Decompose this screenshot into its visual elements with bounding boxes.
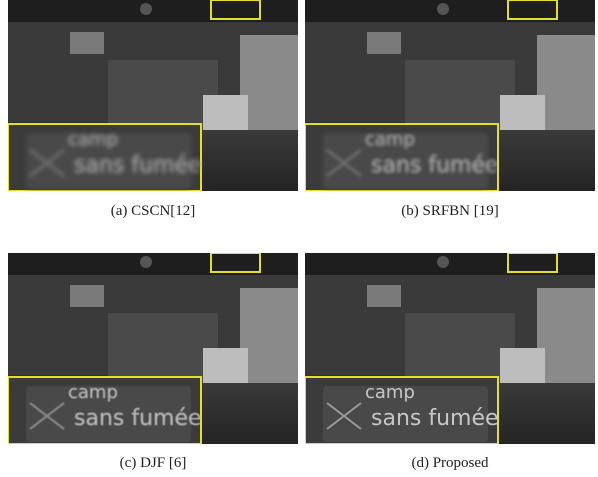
roi-box — [210, 253, 261, 273]
wall-clock — [437, 256, 449, 268]
ceiling — [305, 253, 595, 275]
ceiling — [305, 0, 595, 22]
window — [240, 35, 298, 130]
wall-sign — [70, 32, 104, 54]
ceiling — [8, 253, 298, 275]
inset-text-top: camp — [365, 382, 415, 403]
zoom-inset: camp sans fumée — [305, 123, 499, 191]
inset-text-bottom: sans fumée — [74, 153, 202, 178]
roi-box — [210, 0, 261, 20]
wall-sign — [70, 285, 104, 307]
window — [537, 35, 595, 130]
zoom-inset: camp sans fumée — [8, 376, 202, 444]
panel-d-image: camp sans fumée — [305, 253, 595, 444]
inset-text-top: camp — [68, 129, 118, 150]
window — [537, 288, 595, 383]
zoom-inset: camp sans fumée — [8, 123, 202, 191]
scene-a: camp sans fumée — [8, 0, 298, 191]
scene-c: camp sans fumée — [8, 253, 298, 444]
scene-b: camp sans fumée — [305, 0, 595, 191]
wall-sign — [367, 32, 401, 54]
ceiling — [8, 0, 298, 22]
inset-text-top: camp — [365, 129, 415, 150]
zoom-inset: camp sans fumée — [305, 376, 499, 444]
caption-d: (d) Proposed — [411, 455, 489, 471]
panel-b-image: camp sans fumée — [305, 0, 595, 191]
wall-sign — [367, 285, 401, 307]
caption-b: (b) SRFBN [19] — [401, 203, 499, 219]
roi-box — [507, 0, 558, 20]
wall-clock — [140, 3, 152, 15]
roi-box — [507, 253, 558, 273]
window — [240, 288, 298, 383]
panel-c-image: camp sans fumée — [8, 253, 298, 444]
inset-text-bottom: sans fumée — [74, 406, 202, 431]
caption-c: (c) DJF [6] — [119, 455, 187, 471]
wall-clock — [437, 3, 449, 15]
panel-a-image: camp sans fumée — [8, 0, 298, 191]
inset-text-top: camp — [68, 382, 118, 403]
wall-clock — [140, 256, 152, 268]
scene-d: camp sans fumée — [305, 253, 595, 444]
inset-text-bottom: sans fumée — [371, 153, 499, 178]
inset-text-bottom: sans fumée — [371, 406, 499, 431]
caption-a: (a) CSCN[12] — [110, 203, 196, 219]
